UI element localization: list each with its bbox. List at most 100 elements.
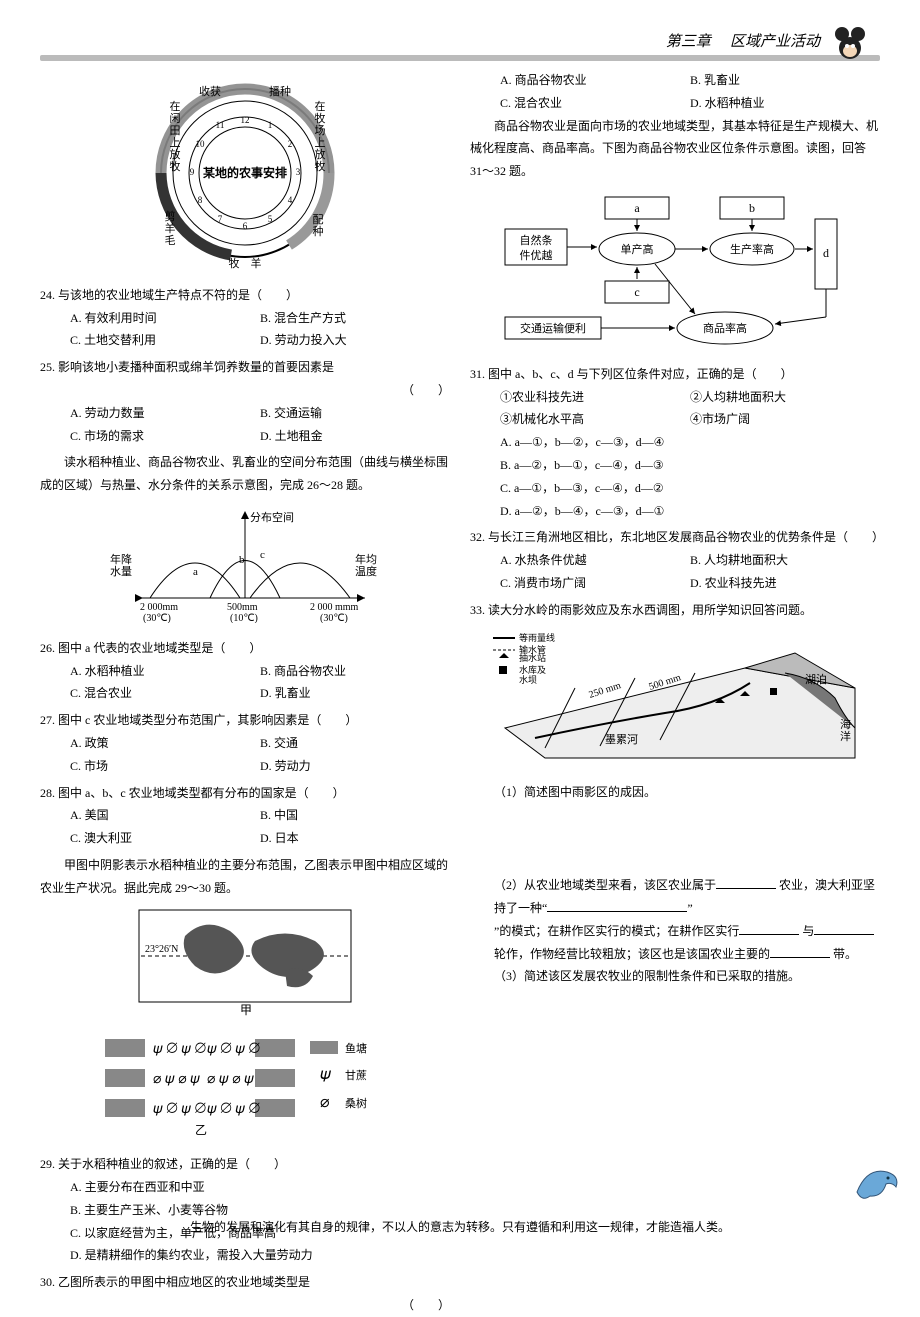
page-footer: 生物的发展和演化有其自身的规律，不以人的意志为转移。只有遵循和利用这一规律，才能… (0, 1218, 920, 1235)
q32-opt-d: D. 农业科技先进 (690, 572, 880, 595)
q25-opt-c: C. 市场的需求 (70, 425, 260, 448)
svg-text:a: a (634, 201, 640, 215)
q31-num2: ②人均耕地面积大 (690, 386, 880, 409)
svg-text:9: 9 (190, 167, 195, 177)
q25-text: 25. 影响该地小麦播种面积或绵羊饲养数量的首要因素是 (40, 356, 450, 379)
mickey-icon (830, 24, 870, 64)
svg-text:等雨量线: 等雨量线 (519, 632, 555, 643)
q28-opt-c: C. 澳大利亚 (70, 827, 260, 850)
figure-q31: 自然条 件优越 a b 单产高 生产率高 d c 交通运输便利 (470, 189, 880, 357)
intro-29-30: 甲图中阴影表示水稻种植业的主要分布范围，乙图表示甲图中相应区域的农业生产状况。据… (40, 854, 450, 900)
svg-text:250 mm: 250 mm (588, 680, 623, 701)
q28-opt-d: D. 日本 (260, 827, 450, 850)
svg-text:⌀: ⌀ (320, 1094, 330, 1111)
q32-opt-b: B. 人均耕地面积大 (690, 549, 880, 572)
svg-text:播种: 播种 (269, 84, 291, 98)
svg-text:500mm: 500mm (227, 602, 258, 613)
q26-opt-d: D. 乳畜业 (260, 682, 450, 705)
svg-text:c: c (260, 549, 265, 561)
q24-opt-c: C. 土地交替利用 (70, 329, 260, 352)
q24-text: 24. 与该地的农业地域生产特点不符的是（ ） (40, 284, 450, 307)
svg-text:a: a (193, 566, 198, 578)
svg-text:1: 1 (268, 120, 273, 130)
q26-opt-b: B. 商品谷物农业 (260, 660, 450, 683)
q31-opt-a: A. a—①，b—②，c—③，d—④ (500, 431, 880, 454)
q30-opt-b: B. 乳畜业 (690, 69, 880, 92)
question-27: 27. 图中 c 农业地域类型分布范围广，其影响因素是（ ） A. 政策 B. … (40, 709, 450, 777)
figure-q24: 12 1 2 3 4 5 6 7 8 9 10 11 某地的农事安排 (40, 75, 450, 278)
svg-text:分布空间: 分布空间 (250, 510, 294, 524)
q29-text: 29. 关于水稻种植业的叙述，正确的是（ ） (40, 1153, 450, 1176)
question-32: 32. 与长江三角洲地区相比，东北地区发展商品谷物农业的优势条件是（ ） A. … (470, 526, 880, 594)
svg-text:年降水量: 年降水量 (110, 552, 132, 578)
svg-text:件优越: 件优越 (520, 248, 553, 262)
question-33: 33. 读大分水岭的雨影效应及东水西调图，用所学知识回答问题。 (470, 599, 880, 622)
svg-text:在牧场上放牧: 在牧场上放牧 (315, 100, 326, 173)
question-29: 29. 关于水稻种植业的叙述，正确的是（ ） A. 主要分布在西亚和中亚 B. … (40, 1153, 450, 1267)
q26-opt-a: A. 水稻种植业 (70, 660, 260, 683)
q29-opt-d: D. 是精耕细作的集约农业，需投入大量劳动力 (70, 1244, 450, 1267)
svg-text:某地的农事安排: 某地的农事安排 (203, 165, 287, 180)
q25-opt-a: A. 劳动力数量 (70, 402, 260, 425)
question-25: 25. 影响该地小麦播种面积或绵羊饲养数量的首要因素是 （ ） A. 劳动力数量… (40, 356, 450, 447)
figure-q26: a b c 分布空间 年降水量 年均温度 2 000mm (30℃) 500mm… (40, 503, 450, 631)
q30-bracket: （ ） (402, 1294, 450, 1317)
q32-text: 32. 与长江三角洲地区相比，东北地区发展商品谷物农业的优势条件是（ ） (470, 526, 880, 549)
dolphin-icon (852, 1152, 902, 1207)
svg-text:3: 3 (296, 167, 301, 177)
svg-text:d: d (823, 246, 829, 260)
svg-text:生产率高: 生产率高 (730, 242, 774, 256)
q25-opt-b: B. 交通运输 (260, 402, 450, 425)
svg-text:6: 6 (243, 221, 248, 231)
figure-q33: 250 mm 500 mm 墨累河 湖泊 海洋 等雨量线 输水管 抽水站 水库及… (470, 628, 880, 776)
q31-num3: ③机械化水平高 (500, 408, 690, 431)
q31-opt-c: C. a—①，b—③，c—④，d—② (500, 477, 880, 500)
svg-text:鱼塘: 鱼塘 (345, 1041, 367, 1055)
svg-text:(10℃): (10℃) (230, 613, 258, 623)
svg-text:23°26′N: 23°26′N (145, 944, 178, 955)
q26-text: 26. 图中 a 代表的农业地域类型是（ ） (40, 637, 450, 660)
question-26: 26. 图中 a 代表的农业地域类型是（ ） A. 水稻种植业 B. 商品谷物农… (40, 637, 450, 705)
q32-opt-a: A. 水热条件优越 (500, 549, 690, 572)
page-header: 第三章 区域产业活动 (40, 30, 880, 53)
svg-text:交通运输便利: 交通运输便利 (520, 321, 586, 335)
svg-text:抽水站: 抽水站 (519, 652, 546, 663)
svg-text:𝜓 ⌀ 𝜓 ⌀: 𝜓 ⌀ 𝜓 ⌀ (153, 1042, 206, 1057)
svg-text:11: 11 (216, 120, 225, 130)
question-31: 31. 图中 a、b、c、d 与下列区位条件对应，正确的是（ ） ①农业科技先进… (470, 363, 880, 523)
svg-text:b: b (239, 554, 245, 566)
svg-text:(30℃): (30℃) (320, 613, 348, 623)
svg-text:2 000 mmm: 2 000 mmm (310, 602, 359, 613)
q27-opt-d: D. 劳动力 (260, 755, 450, 778)
svg-text:𝜓 ⌀ 𝜓 ⌀: 𝜓 ⌀ 𝜓 ⌀ (207, 1102, 260, 1117)
q31-opt-b: B. a—②，b—①，c—④，d—③ (500, 454, 880, 477)
q27-opt-c: C. 市场 (70, 755, 260, 778)
svg-text:8: 8 (198, 195, 203, 205)
svg-text:在闲田上放牧: 在闲田上放牧 (170, 100, 181, 173)
q30-options: A. 商品谷物农业 B. 乳畜业 C. 混合农业 D. 水稻种植业 (470, 69, 880, 115)
intro-31-32: 商品谷物农业是面向市场的农业地域类型，其基本特征是生产规模大、机械化程度高、商品… (470, 115, 880, 183)
svg-text:桑树: 桑树 (345, 1096, 367, 1110)
chapter-label: 第三章 (666, 33, 711, 50)
q30-opt-a: A. 商品谷物农业 (500, 69, 690, 92)
q30-opt-c: C. 混合农业 (500, 92, 690, 115)
svg-text:甘蔗: 甘蔗 (345, 1069, 367, 1082)
left-column: 12 1 2 3 4 5 6 7 8 9 10 11 某地的农事安排 (40, 69, 450, 1189)
svg-text:水库及: 水库及 (519, 664, 546, 675)
question-30: 30. 乙图所表示的甲图中相应地区的农业地域类型是 （ ） (40, 1271, 450, 1317)
svg-text:收获: 收获 (199, 84, 221, 98)
svg-text:甲: 甲 (240, 1003, 252, 1016)
svg-text:⌀ 𝜓 ⌀ 𝜓: ⌀ 𝜓 ⌀ 𝜓 (207, 1072, 254, 1087)
svg-text:⌀ 𝜓 ⌀ 𝜓: ⌀ 𝜓 ⌀ 𝜓 (153, 1072, 200, 1087)
q24-opt-a: A. 有效利用时间 (70, 307, 260, 330)
q30-opt-d: D. 水稻种植业 (690, 92, 880, 115)
svg-text:牧 羊: 牧 羊 (229, 256, 262, 270)
q25-bracket: （ ） (402, 379, 450, 402)
q31-num4: ④市场广阔 (690, 408, 880, 431)
q28-opt-b: B. 中国 (260, 804, 450, 827)
svg-text:7: 7 (218, 214, 223, 224)
svg-text:商品率高: 商品率高 (703, 321, 747, 335)
svg-text:剪羊毛: 剪羊毛 (165, 209, 176, 247)
q26-opt-c: C. 混合农业 (70, 682, 260, 705)
q27-opt-b: B. 交通 (260, 732, 450, 755)
